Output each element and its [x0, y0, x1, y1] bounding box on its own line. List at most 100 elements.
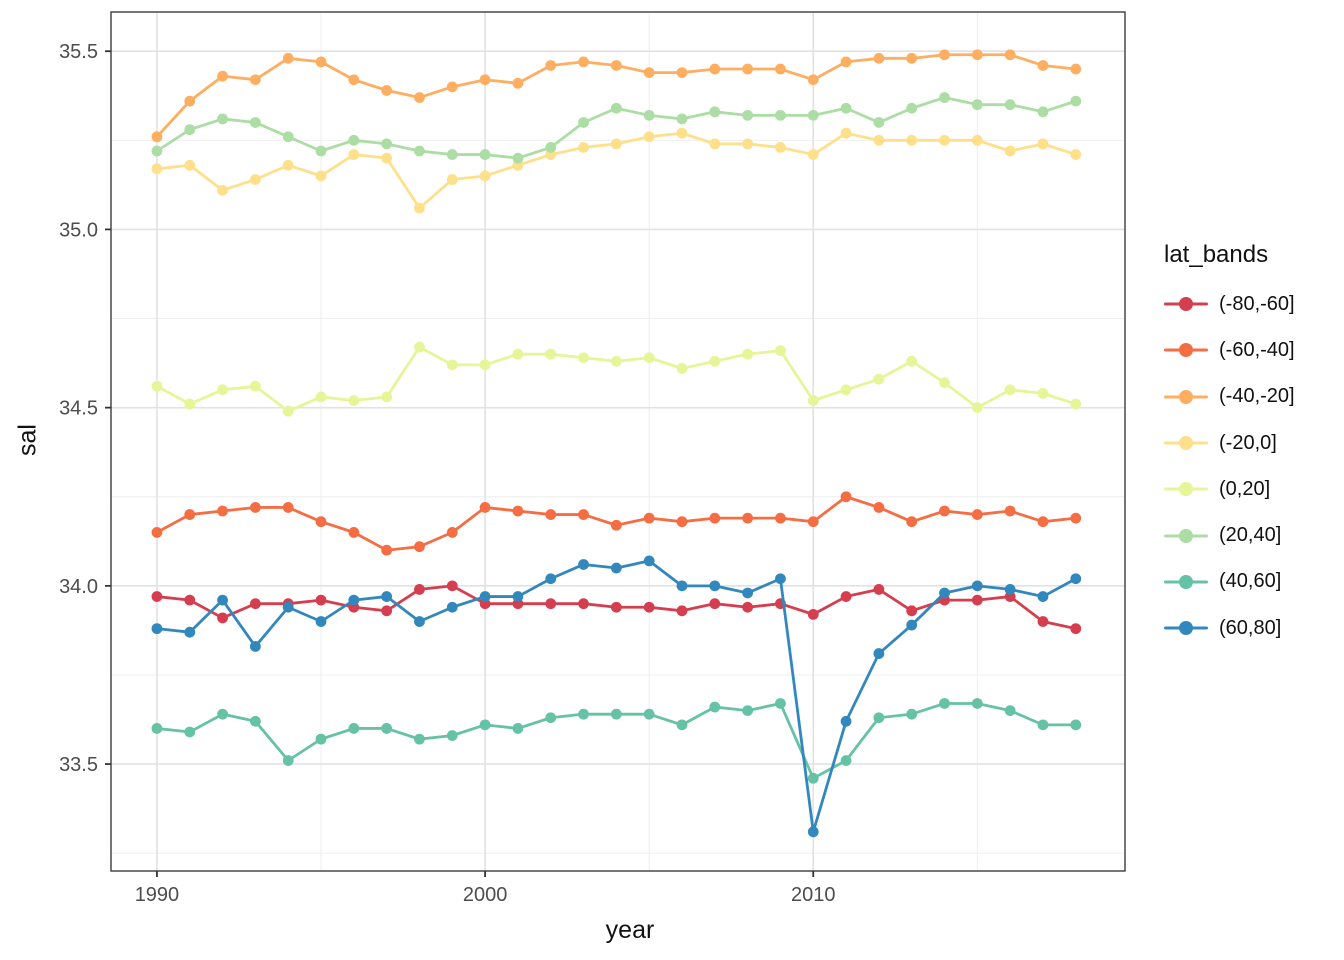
data-point	[873, 52, 885, 64]
data-point	[807, 109, 819, 121]
data-point	[348, 723, 360, 734]
x-tick-label: 2010	[791, 884, 836, 906]
data-point	[512, 152, 524, 164]
data-point	[217, 70, 228, 82]
legend-key-dot	[1179, 574, 1193, 589]
data-point	[939, 377, 950, 389]
data-point	[578, 559, 589, 570]
data-point	[381, 591, 393, 602]
data-point	[709, 138, 721, 150]
data-point	[1070, 95, 1082, 107]
data-point	[315, 391, 327, 403]
data-point	[906, 52, 918, 64]
series-group	[151, 341, 1082, 417]
data-point	[446, 601, 458, 613]
data-point	[742, 587, 754, 599]
data-point	[151, 380, 163, 392]
data-point	[249, 598, 261, 610]
data-point	[315, 145, 327, 157]
data-point	[971, 49, 983, 61]
data-point	[1070, 719, 1082, 731]
legend-item: (-20,0]	[1164, 420, 1295, 466]
data-point	[381, 723, 393, 734]
data-point	[479, 591, 491, 602]
data-point	[512, 723, 524, 734]
data-point	[939, 698, 950, 709]
data-point	[282, 502, 294, 513]
data-point	[479, 502, 491, 513]
series-group	[151, 491, 1082, 556]
data-point	[906, 605, 918, 617]
legend-key	[1164, 559, 1208, 605]
data-point	[807, 74, 819, 86]
data-point	[315, 516, 327, 528]
data-point	[775, 573, 786, 585]
series-group	[151, 127, 1082, 214]
data-point	[709, 355, 721, 367]
data-point	[446, 81, 458, 93]
data-point	[971, 134, 983, 146]
data-point	[184, 626, 196, 638]
data-point	[184, 726, 196, 738]
data-point	[709, 512, 721, 524]
data-point	[184, 124, 196, 136]
data-point	[249, 117, 261, 128]
data-point	[1037, 719, 1049, 731]
data-point	[348, 74, 360, 86]
legend-key	[1164, 420, 1208, 466]
data-point	[1004, 705, 1016, 717]
data-point	[249, 641, 261, 652]
data-point	[1037, 516, 1049, 528]
legend-item-label: (60,80]	[1219, 616, 1282, 639]
data-point	[479, 719, 491, 731]
series-group	[151, 49, 1082, 143]
data-point	[742, 63, 754, 75]
legend-item: (40,60]	[1164, 559, 1295, 605]
data-point	[446, 730, 458, 741]
data-point	[873, 117, 885, 128]
data-point	[643, 131, 655, 143]
data-point	[512, 591, 524, 602]
series-group	[151, 555, 1082, 838]
data-point	[151, 163, 163, 175]
legend-item-label: (-20,0]	[1219, 431, 1277, 454]
data-point	[282, 601, 294, 613]
legend-item-label: (20,40]	[1219, 524, 1282, 547]
data-point	[545, 60, 557, 71]
data-point	[643, 67, 655, 78]
data-point	[775, 109, 786, 121]
legend-items: (-80,-60] (-60,-40] (-40,-20] (-20,0] (0,20]…	[1164, 281, 1295, 651]
data-point	[446, 580, 458, 592]
legend-item: (60,80]	[1164, 605, 1295, 651]
legend-key	[1164, 513, 1208, 559]
data-point	[578, 708, 589, 720]
data-point	[610, 519, 622, 531]
data-point	[939, 134, 950, 146]
data-point	[381, 605, 393, 617]
legend-key	[1164, 374, 1208, 420]
data-point	[906, 619, 918, 631]
data-point	[906, 102, 918, 114]
data-point	[512, 348, 524, 360]
legend-key	[1164, 281, 1208, 327]
data-point	[184, 509, 196, 520]
series-group	[151, 92, 1082, 164]
data-point	[282, 405, 294, 417]
data-point	[840, 755, 852, 766]
data-point	[807, 149, 819, 160]
data-point	[348, 134, 360, 146]
data-point	[578, 598, 589, 610]
data-point	[840, 591, 852, 602]
data-point	[414, 202, 425, 214]
legend-item-label: (40,60]	[1219, 570, 1282, 593]
data-point	[1037, 60, 1049, 71]
data-point	[414, 733, 425, 745]
data-point	[348, 594, 360, 606]
data-point	[545, 573, 557, 585]
data-point	[315, 56, 327, 68]
data-point	[676, 580, 688, 592]
data-point	[315, 170, 327, 182]
legend-item-label: (0,20]	[1219, 477, 1271, 500]
data-point	[1070, 149, 1082, 160]
data-point	[939, 505, 950, 517]
